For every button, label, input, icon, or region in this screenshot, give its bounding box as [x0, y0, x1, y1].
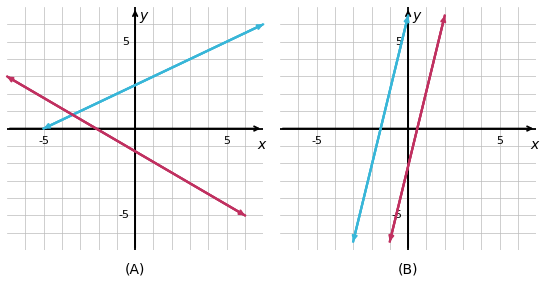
Text: -5: -5: [391, 210, 402, 221]
Text: 5: 5: [123, 37, 129, 47]
Text: -5: -5: [311, 136, 322, 146]
Text: -5: -5: [118, 210, 129, 221]
Text: 5: 5: [396, 37, 402, 47]
Text: (B): (B): [398, 262, 418, 276]
Text: x: x: [257, 138, 265, 152]
Text: y: y: [140, 9, 148, 23]
Text: y: y: [413, 9, 421, 23]
Text: 5: 5: [496, 136, 503, 146]
Text: x: x: [530, 138, 538, 152]
Text: (A): (A): [125, 262, 145, 276]
Text: -5: -5: [38, 136, 49, 146]
Text: 5: 5: [223, 136, 230, 146]
